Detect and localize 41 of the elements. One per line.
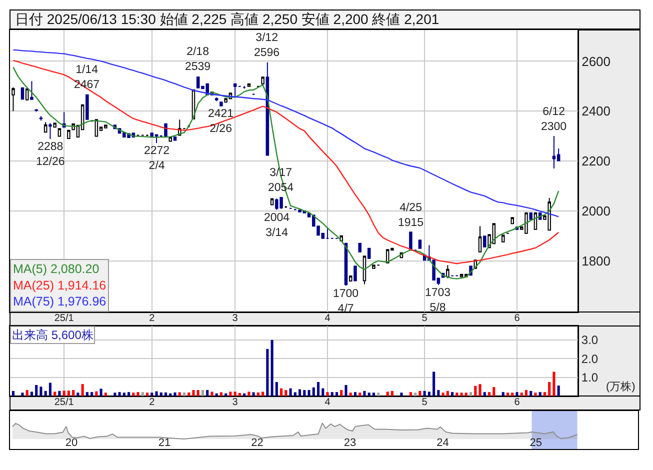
chart-title: 日付 2025/06/13 15:30 始値 2,225 高値 2,250 安値 2,200 終値 2,201 [15,11,440,27]
x-tick-label: 21 [158,437,171,449]
y-tick-label: 1.0 [581,370,598,385]
x-tick-label: 4 [324,397,331,408]
x-tick-label: 20 [65,437,78,449]
annotation: 3/12 2596 [254,32,280,59]
annotation: 2288 12/26 [36,141,65,168]
x-tick-label: 22 [251,437,264,449]
x-tick-label: 23 [344,437,356,449]
y-tick-label: 2600 [582,54,611,69]
text: MA(25) 1,914.16 [13,278,106,292]
x-tick-label: 6 [514,313,520,324]
annotation: 6/12 2300 [541,106,567,133]
x-tick-label: 3 [232,313,238,324]
text: MA(75) 1,976.96 [13,294,106,308]
y-tick-label: 2000 [582,203,611,218]
x-tick-label: 5 [422,397,428,408]
annotation: 2421 2/26 [208,108,234,135]
text: MA(5) 2,080.20 [13,262,100,276]
x-tick-label: 24 [436,437,449,449]
y-tick-label: 1800 [582,253,611,268]
x-tick-label: 4 [324,313,331,324]
y-tick-label: 3.0 [581,333,598,348]
annotation: 2/18 2539 [185,46,211,73]
x-tick-label: 25/1 [54,397,74,408]
x-tick-label: 2 [149,397,156,408]
x-tick-label: 25 [530,437,542,449]
chart-title: 出来高 5,600株 [12,328,94,342]
annotation: 4/25 1915 [398,202,424,229]
x-tick-label: 25/1 [54,313,74,324]
x-tick-label: 3 [232,397,238,408]
x-tick-label: 6 [514,397,520,408]
y-axis-title: (万株) [606,380,636,393]
y-tick-label: 2.0 [581,352,598,366]
annotation: 2272 2/4 [144,145,170,172]
x-tick-label: 5 [422,313,428,324]
annotation: 2004 3/14 [264,212,290,239]
annotation: 1703 5/8 [425,287,451,314]
y-tick-label: 2200 [582,154,611,169]
y-tick-label: 2400 [582,104,611,119]
x-tick-label: 2 [149,313,156,324]
